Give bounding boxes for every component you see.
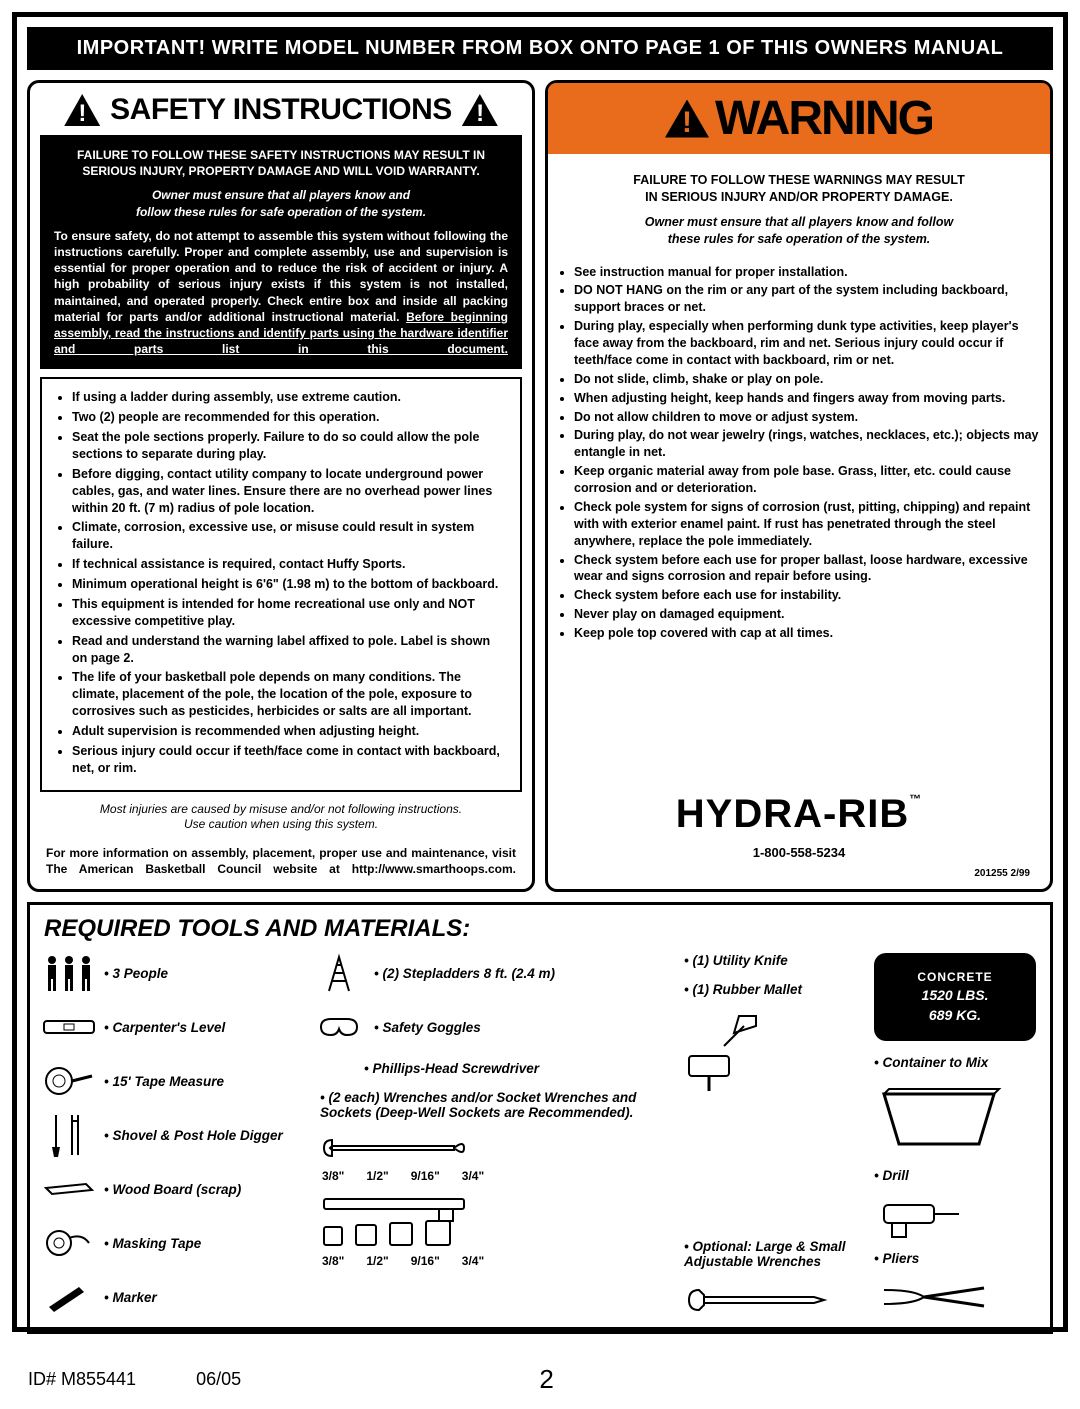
warning-bullet: When adjusting height, keep hands and fi… [574, 390, 1040, 407]
pliers-icon [874, 1280, 994, 1314]
safety-panel: ! SAFETY INSTRUCTIONS ! FAILURE TO FOLLO… [27, 80, 535, 892]
page-number: 2 [241, 1364, 852, 1395]
safety-black-body: To ensure safety, do not attempt to asse… [54, 228, 508, 358]
safety-bullet: Serious injury could occur if teeth/face… [72, 743, 506, 777]
warning-bullet: During play, do not wear jewelry (rings,… [574, 427, 1040, 461]
socket-row: 3/8"1/2"9/16"3/4" [314, 1197, 674, 1268]
knife-mallet-icon [684, 1011, 764, 1091]
warning-bullet: Do not allow children to move or adjust … [574, 409, 1040, 426]
safety-bullet: Two (2) people are recommended for this … [72, 409, 506, 426]
safety-bullet: Minimum operational height is 6'6" (1.98… [72, 576, 506, 593]
safety-bullets-box: If using a ladder during assembly, use e… [40, 377, 522, 791]
warning-triangle-icon: ! [665, 100, 709, 138]
tools-panel: REQUIRED TOOLS AND MATERIALS: • 3 People… [27, 902, 1053, 1334]
marker-icon [44, 1277, 94, 1317]
phone-number: 1-800-558-5234 [558, 845, 1040, 860]
safety-bullet: Read and understand the warning label af… [72, 633, 506, 667]
doc-id: ID# M855441 [28, 1369, 136, 1390]
warning-bullet: Check system before each use for instabi… [574, 587, 1040, 604]
board-icon [44, 1169, 94, 1209]
two-column-row: ! SAFETY INSTRUCTIONS ! FAILURE TO FOLLO… [27, 80, 1053, 892]
warning-triangle-icon: ! [64, 94, 100, 126]
warning-bullet: During play, especially when performing … [574, 318, 1040, 369]
warning-bullet: Never play on damaged equipment. [574, 606, 1040, 623]
warning-bullet: Keep pole top covered with cap at all ti… [574, 625, 1040, 642]
warning-bullets: See instruction manual for proper instal… [558, 264, 1040, 644]
tools-col-4: CONCRETE 1520 LBS. 689 KG. • Container t… [874, 953, 1036, 1317]
tape-icon [44, 1223, 94, 1263]
goggles-icon [314, 1007, 364, 1047]
safety-bullet: Seat the pole sections properly. Failure… [72, 429, 506, 463]
doc-date: 06/05 [196, 1369, 241, 1390]
page-frame: IMPORTANT! WRITE MODEL NUMBER FROM BOX O… [12, 12, 1068, 1332]
warning-bullet: DO NOT HANG on the rim or any part of th… [574, 282, 1040, 316]
container-icon [874, 1084, 1004, 1154]
tools-grid: • 3 People • Carpenter's Level • 15' Tap… [44, 953, 1036, 1317]
warning-bullet: Check pole system for signs of corrosion… [574, 499, 1040, 550]
shovel-icon [44, 1115, 94, 1155]
tools-col-2: • (2) Stepladders 8 ft. (2.4 m) • Safety… [314, 953, 674, 1317]
warning-panel: ! WARNING FAILURE TO FOLLOW THESE WARNIN… [545, 80, 1053, 892]
more-info: For more information on assembly, placem… [40, 843, 522, 879]
wrench-row: 3/8"1/2"9/16"3/4" [314, 1134, 674, 1183]
safety-bullet: If using a ladder during assembly, use e… [72, 389, 506, 406]
safety-bullet: The life of your basketball pole depends… [72, 669, 506, 720]
tools-col-1: • 3 People • Carpenter's Level • 15' Tap… [44, 953, 304, 1317]
warning-title: WARNING [715, 91, 933, 146]
adjustable-wrench-icon [684, 1283, 834, 1317]
tools-title: REQUIRED TOOLS AND MATERIALS: [44, 915, 1036, 943]
page-footer: ID# M855441 06/05 2 [28, 1364, 1052, 1395]
level-icon [44, 1007, 94, 1047]
safety-bullet: This equipment is intended for home recr… [72, 596, 506, 630]
safety-title-row: ! SAFETY INSTRUCTIONS ! [40, 93, 522, 127]
drill-icon [874, 1197, 964, 1237]
socket-icon [314, 1197, 514, 1247]
important-banner: IMPORTANT! WRITE MODEL NUMBER FROM BOX O… [27, 27, 1053, 70]
doc-number: 201255 2/99 [558, 868, 1040, 879]
tools-col-3: • (1) Utility Knife • (1) Rubber Mallet … [684, 953, 864, 1317]
tape-measure-icon [44, 1061, 94, 1101]
wrench-icon [314, 1134, 514, 1162]
warning-bullet: Check system before each use for proper … [574, 552, 1040, 586]
warning-header: ! WARNING [548, 83, 1050, 154]
safety-title-text: SAFETY INSTRUCTIONS [110, 93, 452, 127]
safety-bullet: If technical assistance is required, con… [72, 556, 506, 573]
injury-note: Most injuries are caused by misuse and/o… [40, 800, 522, 835]
warning-bullet: Do not slide, climb, shake or play on po… [574, 371, 1040, 388]
warning-triangle-icon: ! [462, 94, 498, 126]
brand-logo: HYDRA-RIB™ [558, 792, 1040, 837]
safety-black-box: FAILURE TO FOLLOW THESE SAFETY INSTRUCTI… [40, 135, 522, 369]
safety-bullet: Before digging, contact utility company … [72, 466, 506, 517]
people-icon [44, 953, 94, 993]
ladder-icon [314, 953, 364, 993]
warning-intro: FAILURE TO FOLLOW THESE WARNINGS MAY RES… [558, 172, 1040, 256]
concrete-bag: CONCRETE 1520 LBS. 689 KG. [874, 953, 1036, 1041]
safety-bullet: Adult supervision is recommended when ad… [72, 723, 506, 740]
warning-bullet: Keep organic material away from pole bas… [574, 463, 1040, 497]
warning-bullet: See instruction manual for proper instal… [574, 264, 1040, 281]
safety-bullet: Climate, corrosion, excessive use, or mi… [72, 519, 506, 553]
